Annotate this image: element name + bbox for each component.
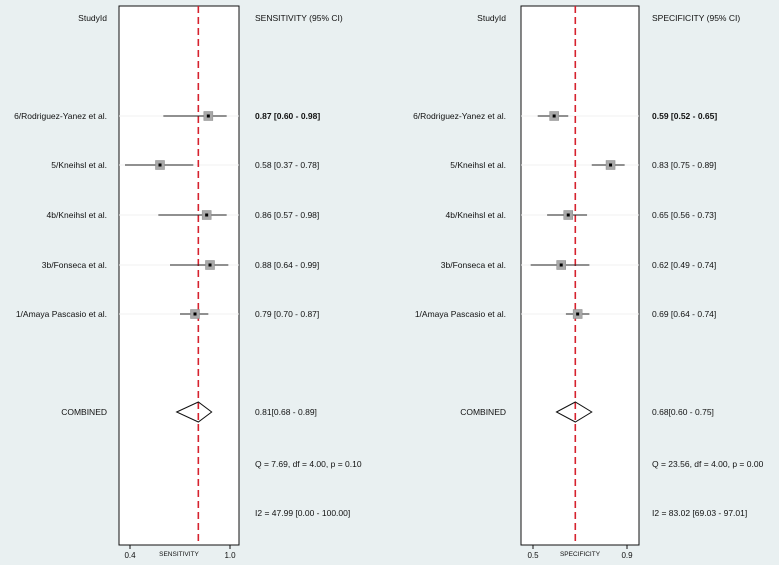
point-estimate-marker [208, 263, 212, 267]
study-ci-value: 0.58 [0.37 - 0.78] [255, 160, 319, 170]
study-ci-value: 0.83 [0.75 - 0.89] [652, 160, 716, 170]
study-column-header: StudyId [477, 13, 506, 23]
heterogeneity-i2-statistic: I2 = 47.99 [0.00 - 100.00] [255, 508, 350, 518]
study-label: 1/Amaya Pascasio et al. [415, 309, 506, 319]
x-tick-label: 0.5 [527, 551, 539, 560]
study-ci-value: 0.65 [0.56 - 0.73] [652, 210, 716, 220]
forest-panel-1: StudyId SENSITIVITY (95% CI) 6/Rodriguez-Y… [14, 5, 362, 560]
study-ci-value: 0.59 [0.52 - 0.65] [652, 111, 717, 121]
point-estimate-marker [193, 312, 197, 316]
study-label: 5/Kneihsl et al. [450, 160, 506, 170]
study-ci-value: 0.79 [0.70 - 0.87] [255, 309, 319, 319]
combined-estimate-diamond [175, 401, 213, 423]
ci-column-header: SPECIFICITY (95% CI) [652, 13, 740, 23]
combined-ci-value: 0.81[0.68 - 0.89] [255, 407, 317, 417]
x-axis-title: SPECIFICITY [560, 551, 601, 558]
x-axis-title: SENSITIVITY [159, 551, 199, 558]
study-label: 1/Amaya Pascasio et al. [16, 309, 107, 319]
study-label: 3b/Fonseca et al. [42, 260, 107, 270]
study-label: 5/Kneihsl et al. [51, 160, 107, 170]
x-tick-label: 0.4 [124, 551, 136, 560]
point-estimate-marker [576, 312, 580, 316]
study-label: 4b/Kneihsl et al. [446, 210, 506, 220]
study-column-header: StudyId [78, 13, 107, 23]
study-label: 3b/Fonseca et al. [441, 260, 506, 270]
combined-estimate-diamond [555, 401, 593, 423]
forest-panel-2: StudyId SPECIFICITY (95% CI) 6/Rodriguez-Y… [413, 5, 764, 560]
study-ci-value: 0.88 [0.64 - 0.99] [255, 260, 319, 270]
heterogeneity-i2-statistic: I2 = 83.02 [69.03 - 97.01] [652, 508, 747, 518]
point-estimate-marker [559, 263, 563, 267]
study-ci-value: 0.86 [0.57 - 0.98] [255, 210, 319, 220]
plot-area [520, 5, 640, 546]
point-estimate-marker [552, 114, 556, 118]
study-ci-value: 0.69 [0.64 - 0.74] [652, 309, 716, 319]
study-label: 6/Rodriguez-Yanez et al. [14, 111, 107, 121]
point-estimate-marker [205, 213, 209, 217]
plot-area [118, 5, 240, 546]
heterogeneity-q-statistic: Q = 7.69, df = 4.00, p = 0.10 [255, 459, 362, 469]
ci-column-header: SENSITIVITY (95% CI) [255, 13, 343, 23]
point-estimate-marker [158, 163, 162, 167]
study-ci-value: 0.87 [0.60 - 0.98] [255, 111, 320, 121]
combined-label: COMBINED [61, 407, 107, 417]
combined-ci-value: 0.68[0.60 - 0.75] [652, 407, 714, 417]
heterogeneity-q-statistic: Q = 23.56, df = 4.00, p = 0.00 [652, 459, 764, 469]
combined-label: COMBINED [460, 407, 506, 417]
x-tick-label: 0.9 [621, 551, 633, 560]
point-estimate-marker [206, 114, 210, 118]
x-tick-label: 1.0 [224, 551, 236, 560]
point-estimate-marker [609, 163, 613, 167]
point-estimate-marker [566, 213, 570, 217]
study-ci-value: 0.62 [0.49 - 0.74] [652, 260, 716, 270]
study-label: 6/Rodriguez-Yanez et al. [413, 111, 506, 121]
study-label: 4b/Kneihsl et al. [47, 210, 107, 220]
